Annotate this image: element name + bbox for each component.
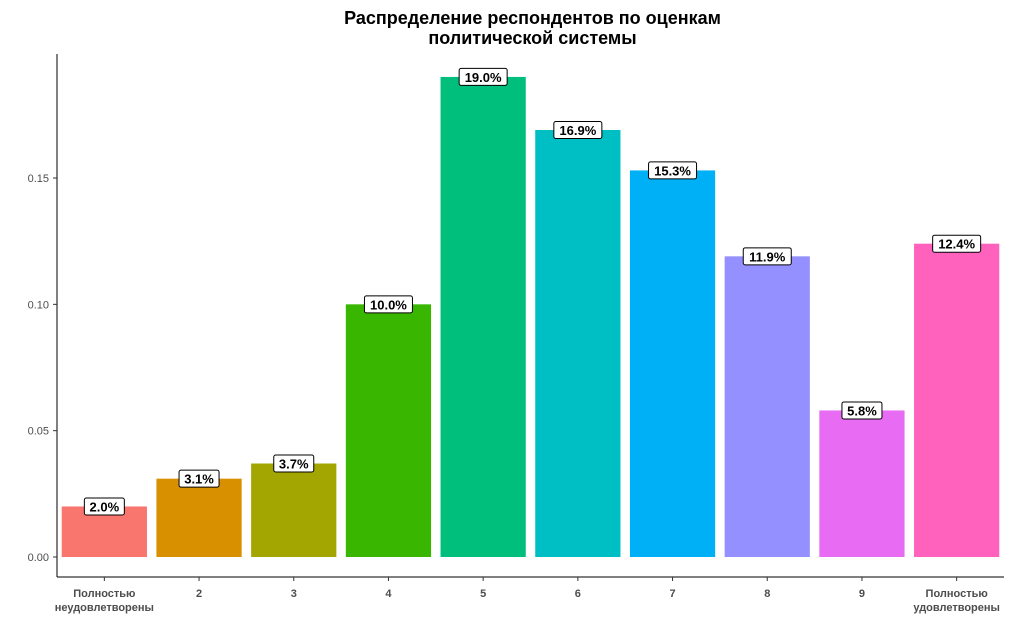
x-tick-label: Полностью удовлетворены bbox=[913, 588, 1000, 614]
data-label-box bbox=[178, 469, 220, 488]
data-label-text: 2.0% bbox=[90, 499, 120, 514]
data-label: 15.3% bbox=[648, 161, 698, 180]
data-label: 12.4% bbox=[932, 234, 982, 253]
data-label: 10.0% bbox=[363, 295, 413, 314]
x-tick-label: 7 bbox=[669, 588, 675, 600]
chart-title-line: политической системы bbox=[428, 28, 636, 48]
y-tick-label: 0.15 bbox=[28, 173, 49, 185]
bar bbox=[629, 170, 716, 558]
data-label: 5.8% bbox=[841, 401, 883, 420]
data-label-text: 5.8% bbox=[847, 403, 877, 418]
bar bbox=[819, 410, 905, 557]
data-label-text: 12.4% bbox=[938, 237, 975, 252]
x-axis: Полностью неудовлетворены 2 3 4 5 6 7 8 9 Полность… bbox=[55, 576, 1004, 614]
data-label-box bbox=[458, 67, 508, 86]
data-label-text: 3.1% bbox=[184, 472, 214, 487]
data-label: 3.7% bbox=[273, 454, 315, 473]
bar bbox=[156, 478, 242, 557]
chart-title-line: Распределение респондентов по оценкам bbox=[344, 8, 721, 28]
y-axis: 0.00 0.05 0.10 0.15 bbox=[28, 54, 58, 577]
data-label: 16.9% bbox=[553, 120, 603, 139]
x-tick-label: 5 bbox=[480, 588, 486, 600]
data-label-box bbox=[742, 247, 792, 266]
data-label-box bbox=[83, 497, 125, 516]
data-label: 2.0% bbox=[83, 497, 125, 516]
data-label: 11.9% bbox=[742, 247, 792, 266]
y-tick-label: 0.10 bbox=[28, 299, 49, 311]
data-label-text: 3.7% bbox=[279, 457, 309, 472]
data-label-box bbox=[841, 401, 883, 420]
x-tick-label: Полностью неудовлетворены bbox=[55, 588, 154, 614]
data-label-text: 16.9% bbox=[559, 123, 596, 138]
data-label: 3.1% bbox=[178, 469, 220, 488]
bars-group bbox=[61, 76, 1000, 558]
bar bbox=[440, 76, 526, 557]
data-label-text: 11.9% bbox=[749, 249, 786, 264]
x-tick-label: 2 bbox=[196, 588, 202, 600]
x-tick-label: 8 bbox=[764, 588, 770, 600]
bar bbox=[914, 243, 1000, 557]
data-label-text: 19.0% bbox=[465, 70, 502, 85]
data-label-text: 15.3% bbox=[654, 163, 691, 178]
data-label-box bbox=[363, 295, 413, 314]
y-tick-label: 0.05 bbox=[28, 426, 49, 438]
x-tick-label: 9 bbox=[859, 588, 865, 600]
x-tick-label: 4 bbox=[385, 588, 392, 600]
data-label-box bbox=[648, 161, 698, 180]
chart-title: Распределение респондентов по оценкам пол… bbox=[344, 8, 721, 48]
x-tick-label: 6 bbox=[575, 588, 581, 600]
data-label-box bbox=[932, 234, 982, 253]
data-labels-group: 2.0% 3.1% 3.7% 10.0% 19.0% 16.9% 15.3% 11.9% 5.8… bbox=[83, 67, 982, 516]
bar bbox=[535, 129, 621, 557]
y-tick-label: 0.00 bbox=[28, 552, 49, 564]
data-label-box bbox=[273, 454, 315, 473]
bar bbox=[345, 304, 432, 557]
bar bbox=[251, 463, 337, 557]
bar bbox=[724, 256, 810, 557]
data-label-text: 10.0% bbox=[370, 297, 407, 312]
data-label-box bbox=[553, 120, 603, 139]
x-tick-label: 3 bbox=[291, 588, 297, 600]
data-label: 19.0% bbox=[458, 67, 508, 86]
